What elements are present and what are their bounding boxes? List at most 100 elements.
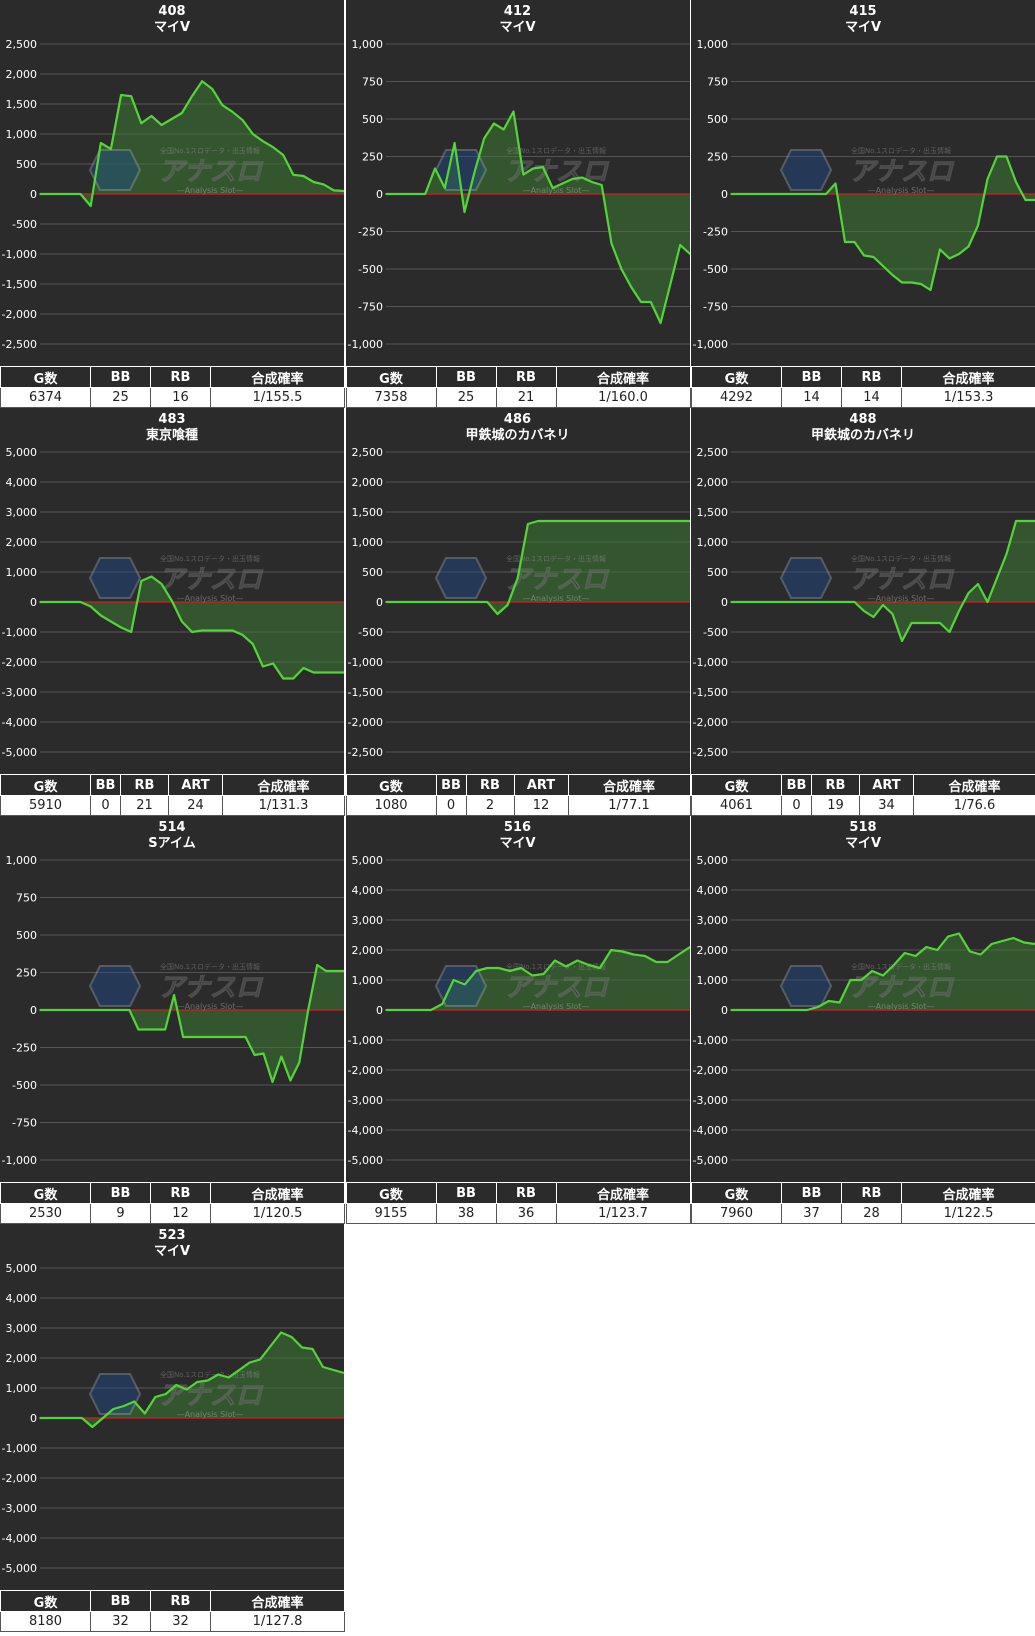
data-point bbox=[405, 601, 407, 603]
data-point bbox=[191, 631, 193, 633]
y-tick-label: -5,000 bbox=[2, 1562, 37, 1575]
data-point bbox=[986, 178, 989, 180]
y-tick-label: -250 bbox=[12, 1042, 37, 1055]
data-point bbox=[958, 253, 960, 255]
data-point bbox=[492, 122, 495, 125]
stats-header-cell: RB bbox=[150, 1590, 211, 1612]
chart-area: 5,000 4,000 3,000 2,000 1,000 0 -1,000 -2,000 -3… bbox=[345, 816, 690, 1182]
machine-name: マイV bbox=[844, 836, 882, 851]
data-point bbox=[580, 176, 583, 179]
data-point bbox=[1023, 941, 1025, 944]
area-fill bbox=[40, 965, 344, 1082]
y-tick-label: 1,500 bbox=[351, 506, 383, 519]
data-point bbox=[969, 950, 971, 953]
data-point bbox=[343, 1372, 344, 1374]
data-point bbox=[292, 174, 295, 176]
y-tick-label: 1,500 bbox=[697, 506, 729, 519]
data-point bbox=[455, 601, 458, 603]
data-point bbox=[730, 1009, 732, 1011]
y-tick-label: 500 bbox=[362, 566, 383, 579]
data-point bbox=[173, 994, 175, 996]
stats-header-cell: RB bbox=[465, 774, 515, 796]
data-point bbox=[269, 1345, 272, 1347]
data-point bbox=[1015, 181, 1017, 183]
data-point bbox=[853, 601, 856, 603]
data-point bbox=[433, 167, 436, 170]
watermark-brand: アナスロ bbox=[849, 565, 954, 595]
y-tick-label: -3,000 bbox=[693, 1094, 728, 1107]
data-point bbox=[1005, 553, 1008, 555]
y-tick-label: -750 bbox=[358, 301, 383, 314]
y-tick-label: 250 bbox=[707, 151, 728, 164]
stats-header-cell: 合成確率 bbox=[913, 774, 1035, 796]
data-point bbox=[404, 193, 406, 195]
stats-value-row: 5910 0 21 24 1/131.3 bbox=[0, 795, 345, 816]
data-point bbox=[882, 265, 884, 267]
stats-value-cell: 36 bbox=[495, 1203, 557, 1224]
y-tick-label: -2,000 bbox=[693, 1064, 728, 1077]
data-point bbox=[110, 148, 112, 150]
data-point bbox=[1024, 520, 1027, 522]
data-point bbox=[751, 1009, 754, 1011]
data-point bbox=[486, 967, 488, 969]
data-point bbox=[102, 1417, 104, 1419]
machine-number: 518 bbox=[849, 820, 877, 835]
stats-table: G数 BB RB 合成確率 9155 38 36 1/123.7 bbox=[345, 1182, 691, 1224]
stats-header-cell: BB bbox=[90, 1182, 151, 1204]
watermark-brand: アナスロ bbox=[849, 157, 954, 187]
stats-header-cell: RB bbox=[495, 1182, 557, 1204]
data-point bbox=[79, 601, 82, 603]
data-point bbox=[872, 256, 875, 258]
data-point bbox=[290, 1336, 293, 1338]
data-point bbox=[282, 154, 285, 156]
data-point bbox=[191, 1036, 193, 1038]
machine-number: 514 bbox=[158, 820, 186, 835]
y-tick-label: -1,000 bbox=[347, 1034, 382, 1047]
data-point bbox=[196, 1381, 198, 1383]
y-tick-label: 2,000 bbox=[697, 944, 729, 957]
chart-area: 1,000 750 500 250 0 -250 -500 -750 -1,000 アナスロ —An… bbox=[691, 0, 1035, 366]
y-tick-label: -1,000 bbox=[2, 1154, 37, 1167]
machine-name: マイV bbox=[153, 20, 191, 35]
data-point bbox=[571, 178, 573, 180]
data-point bbox=[394, 601, 397, 603]
y-tick-label: 2,000 bbox=[697, 476, 729, 489]
stats-header-cell: 合成確率 bbox=[555, 366, 691, 388]
data-point bbox=[815, 601, 818, 603]
data-point bbox=[587, 520, 589, 522]
area-fill bbox=[731, 156, 1035, 290]
stats-table: G数 BB RB ART 合成確率 4061 0 19 34 1/76.6 bbox=[691, 774, 1035, 816]
y-tick-label: 750 bbox=[362, 76, 383, 89]
watermark-top-text: 全国No.1スロデータ・出玉情報 bbox=[505, 554, 605, 563]
data-point bbox=[610, 242, 612, 245]
data-point bbox=[638, 520, 640, 522]
data-point bbox=[150, 115, 153, 117]
data-point bbox=[648, 520, 650, 522]
y-tick-label: -1,000 bbox=[2, 248, 37, 261]
chart-panel-518: 5,000 4,000 3,000 2,000 1,000 0 -1,000 -2,000 -3… bbox=[691, 816, 1035, 1224]
watermark: アナスロ—Analysis Slot— 全国No.1スロデータ・出玉情報 bbox=[779, 146, 955, 195]
data-point bbox=[75, 1009, 77, 1011]
data-point bbox=[903, 952, 906, 954]
y-tick-label: -2,500 bbox=[693, 746, 728, 759]
data-point bbox=[429, 1009, 432, 1011]
y-tick-label: 2,000 bbox=[6, 536, 38, 549]
data-point bbox=[526, 523, 529, 525]
data-point bbox=[384, 1009, 387, 1011]
stats-value-cell: 28 bbox=[841, 1203, 902, 1224]
data-point bbox=[307, 1009, 310, 1011]
y-tick-label: -1,000 bbox=[693, 1034, 728, 1047]
data-point bbox=[384, 193, 387, 195]
data-point bbox=[252, 133, 254, 135]
stats-header-cell: G数 bbox=[0, 1182, 91, 1204]
chart-svg: 2,500 2,000 1,500 1,000 500 0 -500 -1,000 -1,500… bbox=[693, 446, 1035, 759]
data-point bbox=[508, 970, 511, 972]
data-point bbox=[69, 601, 72, 603]
data-point bbox=[882, 604, 884, 606]
data-point bbox=[443, 187, 446, 189]
data-point bbox=[564, 965, 567, 968]
data-point bbox=[248, 1361, 251, 1364]
watermark-logo-icon bbox=[88, 965, 142, 1007]
chart-area: 5,000 4,000 3,000 2,000 1,000 0 -1,000 -2,000 -3… bbox=[0, 408, 344, 774]
watermark-logo-icon bbox=[779, 965, 833, 1007]
